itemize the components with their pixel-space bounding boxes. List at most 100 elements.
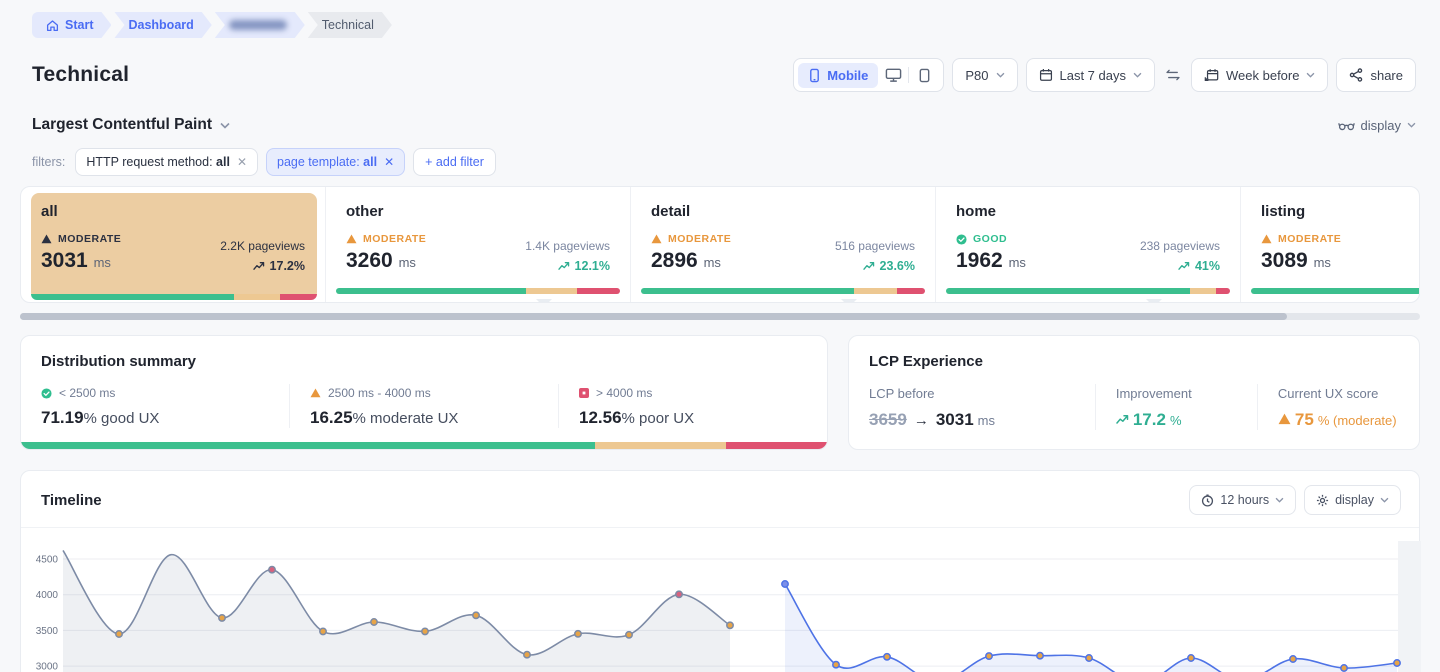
trend-up-icon bbox=[252, 261, 264, 270]
device-switcher: Mobile bbox=[793, 58, 945, 92]
breadcrumb-label: Dashboard bbox=[128, 18, 194, 32]
chevron-down-icon bbox=[1133, 72, 1142, 78]
template-card-other[interactable]: other MODERATE 3260 ms 1.4K pageviews 12… bbox=[326, 187, 631, 302]
template-card-all[interactable]: all MODERATE 3031 ms 2.2K pageviews 17.2… bbox=[21, 187, 326, 302]
status-badge: MODERATE bbox=[1261, 233, 1341, 245]
filters-bar: filters: HTTP request method: all ✕ page… bbox=[0, 134, 1440, 176]
check-circle-icon bbox=[956, 233, 967, 245]
percentile-dropdown[interactable]: P80 bbox=[952, 58, 1018, 92]
date-range-dropdown[interactable]: Last 7 days bbox=[1025, 58, 1155, 92]
warning-icon bbox=[1278, 413, 1291, 425]
toolbar: Mobile P80 Last 7 days bbox=[793, 58, 1416, 92]
card-value: 3089 ms bbox=[1261, 249, 1331, 272]
svg-text:4000: 4000 bbox=[36, 590, 59, 601]
svg-text:4500: 4500 bbox=[36, 555, 59, 566]
page-title: Technical bbox=[32, 63, 130, 86]
pageviews: 516 pageviews bbox=[834, 239, 915, 253]
svg-text:3000: 3000 bbox=[36, 662, 59, 672]
lcp-before: LCP before 3659 → 3031 ms bbox=[869, 386, 995, 429]
distribution-summary-panel: Distribution summary < 2500 ms 71.19% go… bbox=[20, 335, 828, 450]
check-circle-icon bbox=[41, 387, 52, 399]
device-tablet-button[interactable] bbox=[909, 63, 939, 88]
template-card-listing[interactable]: listing MODERATE 3089 ms bbox=[1241, 187, 1419, 302]
timeline-title: Timeline bbox=[41, 491, 102, 509]
warning-icon bbox=[651, 234, 662, 244]
card-value: 1962 ms bbox=[956, 249, 1026, 272]
lcp-before-old: 3659 bbox=[869, 410, 907, 429]
cards-scrollbar-thumb[interactable] bbox=[20, 313, 1287, 320]
display-dropdown[interactable]: display bbox=[1337, 118, 1416, 133]
share-icon bbox=[1349, 68, 1363, 82]
chevron-down-icon bbox=[996, 72, 1005, 78]
distribution-poor: > 4000 ms 12.56% poor UX bbox=[558, 384, 827, 428]
gear-icon bbox=[1316, 494, 1329, 507]
breadcrumb-redacted[interactable] bbox=[215, 12, 305, 38]
card-title: listing bbox=[1261, 203, 1306, 220]
arrow-right-icon: → bbox=[913, 412, 929, 429]
share-button[interactable]: share bbox=[1336, 58, 1416, 92]
distribution-bar bbox=[31, 294, 317, 300]
trend-up-icon bbox=[862, 261, 874, 270]
metric-title[interactable]: Largest Contentful Paint bbox=[32, 116, 230, 134]
lcp-ux-score: Current UX score 75 % (moderate) bbox=[1256, 384, 1419, 430]
glasses-icon bbox=[1337, 119, 1355, 131]
card-pointer bbox=[535, 299, 552, 302]
chevron-down-icon bbox=[1407, 122, 1416, 128]
card-title: home bbox=[956, 203, 997, 220]
pageviews: 2.2K pageviews bbox=[220, 239, 305, 253]
breadcrumb: Start Dashboard Technical bbox=[0, 0, 1440, 38]
status-badge: MODERATE bbox=[41, 233, 121, 245]
interval-dropdown[interactable]: 12 hours bbox=[1189, 485, 1297, 515]
selected-card-background bbox=[31, 193, 317, 300]
template-card-detail[interactable]: detail MODERATE 2896 ms 516 pageviews 23… bbox=[631, 187, 936, 302]
timeline-panel: Timeline 12 hours display 4500 4000 3500 30… bbox=[20, 470, 1421, 672]
distribution-bar bbox=[336, 288, 620, 294]
distribution-bar bbox=[21, 442, 827, 449]
trend: 23.6% bbox=[835, 259, 915, 273]
filter-chip-page-template[interactable]: page template: all ✕ bbox=[266, 148, 406, 176]
card-title: other bbox=[346, 203, 384, 220]
status-badge: GOOD bbox=[956, 233, 1026, 245]
card-value: 3260 ms bbox=[346, 249, 416, 272]
warning-icon bbox=[346, 234, 357, 244]
warning-icon bbox=[310, 388, 321, 398]
swap-compare-icon[interactable] bbox=[1163, 69, 1183, 81]
timeline-display-dropdown[interactable]: display bbox=[1304, 485, 1401, 515]
trend-up-icon bbox=[1178, 261, 1190, 270]
card-title: detail bbox=[651, 203, 691, 220]
distribution-bar bbox=[946, 288, 1230, 294]
calendar-compare-icon bbox=[1204, 68, 1219, 83]
distribution-moderate: 2500 ms - 4000 ms 16.25% moderate UX bbox=[289, 384, 558, 428]
pageviews: 1.4K pageviews bbox=[525, 239, 610, 253]
distribution-good: < 2500 ms 71.19% good UX bbox=[41, 386, 160, 427]
filter-chip-http-method[interactable]: HTTP request method: all ✕ bbox=[75, 148, 258, 176]
divider bbox=[908, 67, 910, 83]
status-badge: MODERATE bbox=[651, 233, 731, 245]
template-cards-panel: all MODERATE 3031 ms 2.2K pageviews 17.2… bbox=[20, 186, 1420, 303]
comparison-dropdown[interactable]: Week before bbox=[1191, 58, 1329, 92]
chevron-down-icon bbox=[1380, 497, 1389, 503]
distribution-bar bbox=[641, 288, 925, 294]
breadcrumb-label: Start bbox=[65, 18, 94, 32]
chevron-down-icon bbox=[1275, 497, 1284, 503]
warning-icon bbox=[41, 234, 52, 244]
redacted-text bbox=[229, 20, 287, 30]
card-value: 3031 ms bbox=[41, 249, 111, 272]
template-card-home[interactable]: home GOOD 1962 ms 238 pageviews 41% bbox=[936, 187, 1241, 302]
trend: 12.1% bbox=[525, 259, 610, 273]
device-mobile-button[interactable]: Mobile bbox=[798, 62, 879, 88]
lcp-before-new: 3031 bbox=[935, 410, 974, 429]
breadcrumb-start[interactable]: Start bbox=[32, 12, 111, 38]
card-pointer bbox=[840, 299, 857, 302]
card-pointer bbox=[1145, 299, 1162, 302]
add-filter-button[interactable]: + add filter bbox=[413, 148, 496, 176]
poor-square-icon bbox=[579, 388, 589, 398]
panel-title: Distribution summary bbox=[41, 353, 197, 370]
timeline-chart[interactable]: 4500 4000 3500 3000 bbox=[21, 541, 1421, 672]
remove-filter-icon[interactable]: ✕ bbox=[384, 155, 395, 169]
device-desktop-button[interactable] bbox=[878, 62, 908, 88]
trend: 41% bbox=[1140, 259, 1220, 273]
cards-scrollbar-track[interactable] bbox=[20, 313, 1420, 320]
remove-filter-icon[interactable]: ✕ bbox=[236, 155, 247, 169]
breadcrumb-dashboard[interactable]: Dashboard bbox=[114, 12, 211, 38]
